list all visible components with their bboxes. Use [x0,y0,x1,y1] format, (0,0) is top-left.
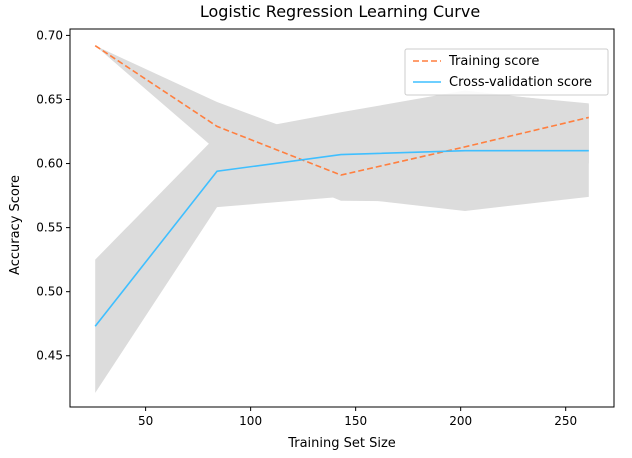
plot-area-frame [69,28,615,408]
legend-box [404,48,609,96]
x-tick-label: 100 [239,414,262,428]
y-tick-label: 0.45 [36,349,63,363]
chart-title: Logistic Regression Learning Curve [200,2,480,21]
series-line-2 [94,149,589,327]
legend: Training score Cross-validation score [404,48,609,96]
x-tick-label: 50 [138,414,153,428]
legend-label-2: Cross-validation score [449,75,592,90]
x-tick-label: 150 [344,414,367,428]
legend-label-1: Training score [448,54,539,69]
y-tick-label: 0.50 [36,285,63,299]
axes: 50 100 150 200 250 0.45 0.50 0.55 0.60 0.65 0.70 [36,28,615,428]
y-axis-label: Accuracy Score [8,175,23,275]
y-tick-label: 0.55 [36,221,63,235]
y-tick-label: 0.65 [36,92,63,106]
x-tick-label: 250 [554,414,577,428]
series-line-1 [94,44,589,176]
x-tick-label: 200 [449,414,472,428]
series-lines [94,44,589,327]
y-tick-label: 0.70 [36,28,63,42]
y-tick-label: 0.60 [36,157,63,171]
confidence-band-2 [95,90,589,393]
confidence-bands [95,45,589,393]
x-axis-label: Training Set Size [287,436,396,451]
